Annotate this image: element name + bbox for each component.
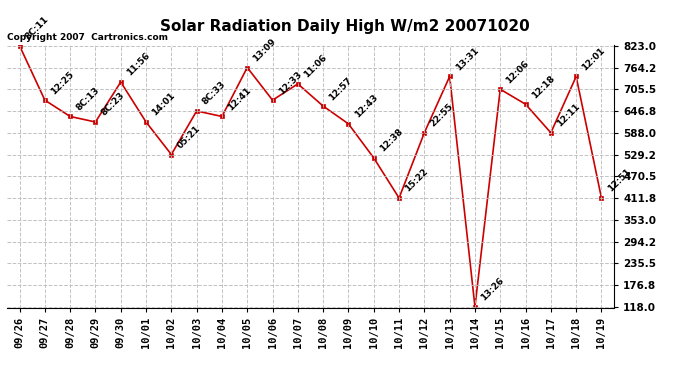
Text: Solar Radiation Daily High W/m2 20071020: Solar Radiation Daily High W/m2 20071020	[160, 19, 530, 34]
Text: 11:56: 11:56	[125, 51, 152, 78]
Text: 8C:23: 8C:23	[99, 91, 126, 118]
Text: Copyright 2007  Cartronics.com: Copyright 2007 Cartronics.com	[7, 33, 168, 42]
Text: 12:18: 12:18	[530, 74, 556, 100]
Text: 14:01: 14:01	[150, 91, 177, 118]
Text: 11:06: 11:06	[302, 53, 328, 80]
Text: 12:41: 12:41	[226, 86, 253, 112]
Text: 12:43: 12:43	[353, 93, 380, 120]
Text: 12:38: 12:38	[378, 127, 404, 154]
Text: 8C:33: 8C:33	[201, 80, 228, 107]
Text: 22:55: 22:55	[428, 102, 455, 129]
Text: 13:09: 13:09	[251, 37, 278, 63]
Text: 13:26: 13:26	[479, 276, 506, 303]
Text: 12:25: 12:25	[49, 69, 76, 96]
Text: 12:01: 12:01	[580, 46, 607, 72]
Text: 12:06: 12:06	[504, 58, 531, 85]
Text: 8C:13: 8C:13	[75, 86, 101, 112]
Text: 12:57: 12:57	[327, 75, 354, 102]
Text: 8C:11: 8C:11	[23, 15, 50, 42]
Text: 13:31: 13:31	[454, 46, 480, 72]
Text: 12:51: 12:51	[606, 167, 632, 194]
Text: 12:33: 12:33	[277, 69, 304, 96]
Text: 05:21: 05:21	[175, 124, 202, 150]
Text: 15:22: 15:22	[403, 167, 430, 194]
Text: 12:11: 12:11	[555, 102, 582, 129]
